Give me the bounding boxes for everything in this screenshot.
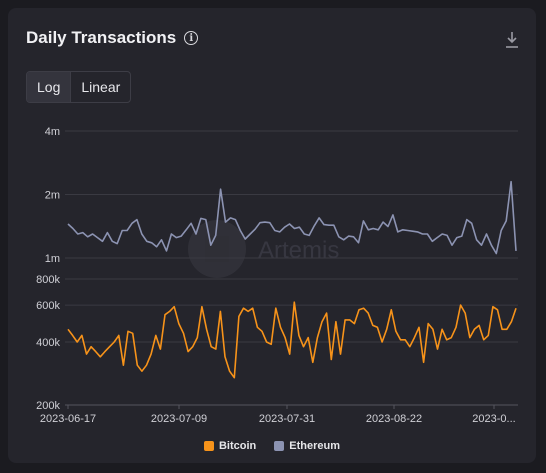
lower-ytick-label: 200k: [36, 400, 60, 412]
chart-card: Daily Transactions i Log Linear Artemis 4…: [8, 8, 536, 463]
legend-label-ethereum: Ethereum: [289, 440, 341, 452]
lower-ytick-label: 600k: [36, 300, 60, 312]
upper-ytick-label: 2m: [45, 190, 60, 202]
scale-option-log[interactable]: Log: [27, 72, 71, 102]
info-icon[interactable]: i: [184, 31, 199, 45]
chart-title: Daily Transactions: [26, 28, 177, 47]
scale-toggle: Log Linear: [26, 71, 132, 103]
legend-item-bitcoin[interactable]: Bitcoin: [203, 440, 257, 452]
chart-legend: Bitcoin Ethereum: [8, 440, 536, 452]
x-tick-label: 2023-08-22: [366, 413, 422, 425]
legend-swatch-ethereum: [274, 441, 285, 451]
x-tick-label: 2023-0...: [472, 413, 515, 425]
upper-ytick-label: 4m: [45, 126, 60, 138]
title-row: Daily Transactions i: [26, 28, 199, 48]
legend-label-bitcoin: Bitcoin: [218, 440, 257, 452]
scale-option-linear[interactable]: Linear: [70, 72, 130, 102]
watermark-text: Artemis: [258, 237, 339, 264]
x-tick-label: 2023-07-31: [259, 413, 315, 425]
x-tick-label: 2023-07-09: [151, 413, 207, 425]
series-line-ethereum: [67, 180, 517, 255]
x-tick-label: 2023-06-17: [40, 413, 96, 425]
download-icon[interactable]: [504, 30, 520, 50]
legend-item-ethereum[interactable]: Ethereum: [274, 440, 340, 452]
lower-ytick-label: 800k: [36, 274, 60, 286]
lower-ytick-label: 400k: [36, 337, 60, 349]
series-line-bitcoin: [67, 301, 517, 379]
legend-swatch-bitcoin: [203, 441, 214, 451]
upper-ytick-label: 1m: [45, 253, 60, 265]
